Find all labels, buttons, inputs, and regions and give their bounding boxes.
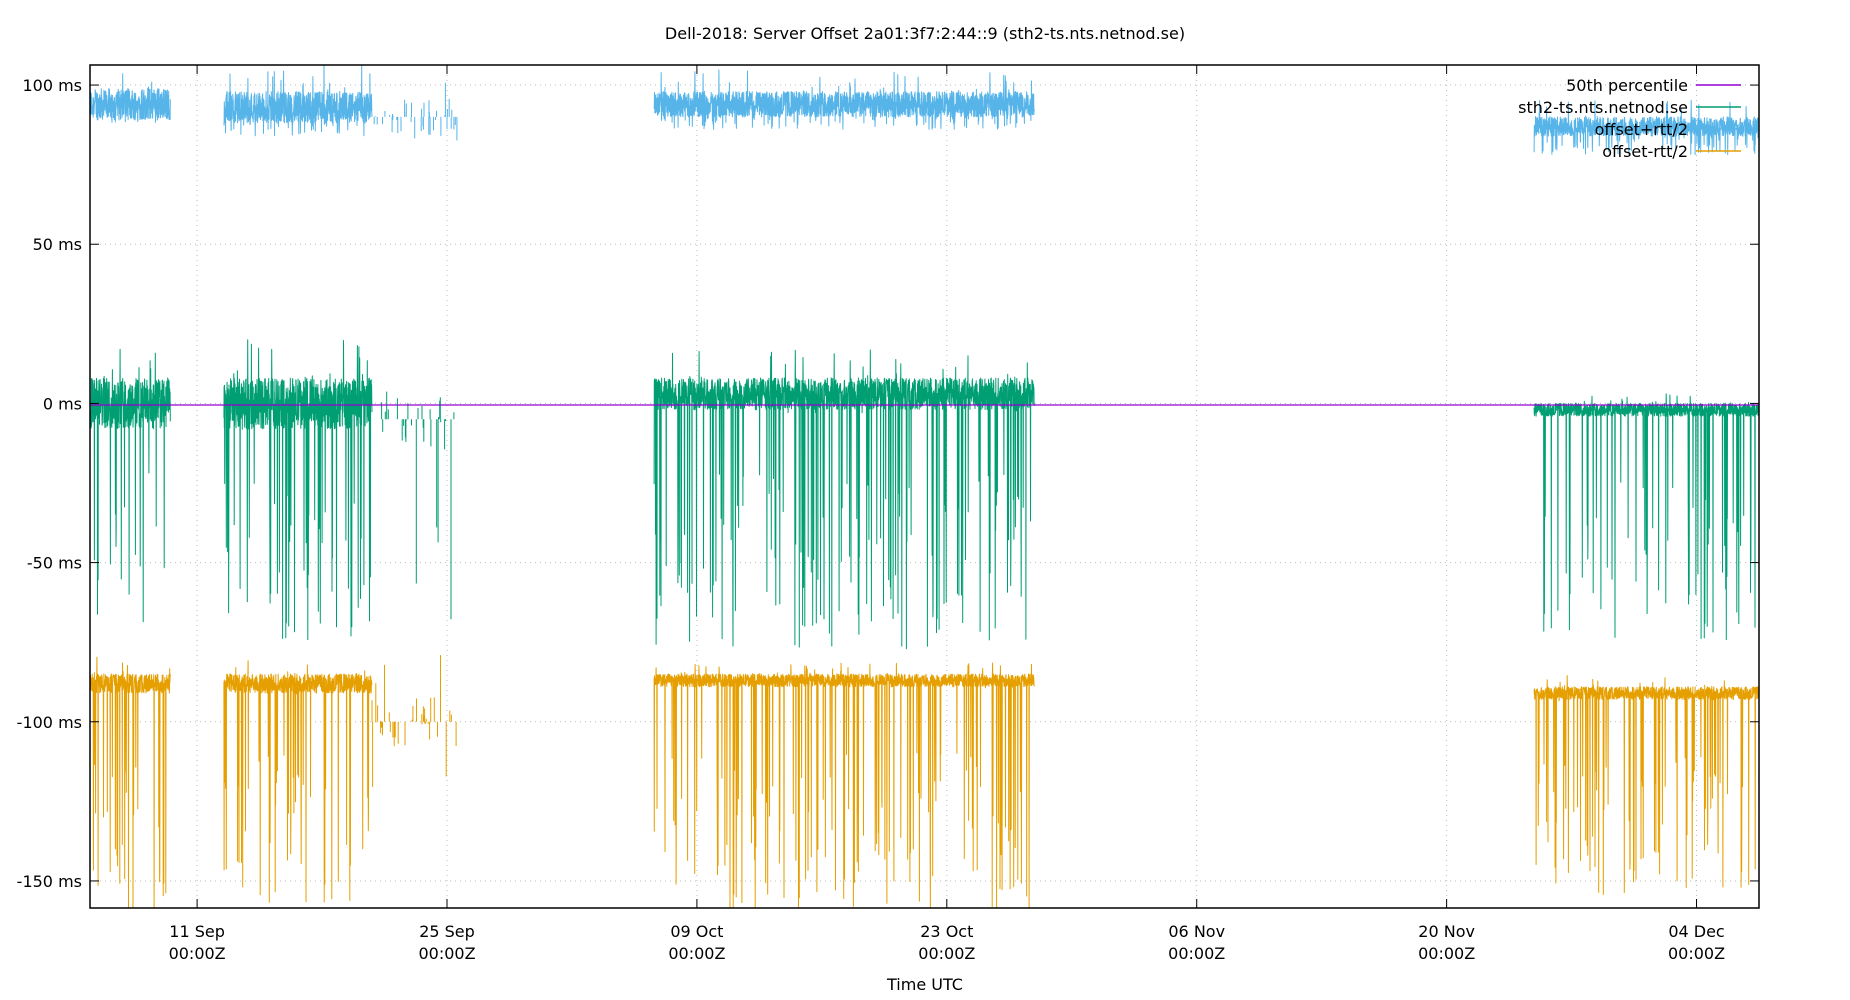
x-tick-label: 25 Sep: [419, 922, 475, 941]
series-segment: [373, 82, 458, 141]
axes: 100 ms 50 ms 0 ms -50 ms -100 ms -150 ms 11 Se…: [17, 65, 1759, 963]
series-segment: [89, 348, 171, 623]
x-tick-sublabel: 00:00Z: [169, 944, 226, 963]
series-layer: [89, 64, 1760, 909]
series-segment: [653, 69, 1035, 130]
x-tick-sublabel: 00:00Z: [1418, 944, 1475, 963]
x-tick-label: 09 Oct: [670, 922, 723, 941]
series-segment: [89, 73, 171, 123]
x-tick-label: 23 Oct: [920, 922, 973, 941]
legend: 50th percentile sth2-ts.nts.netnod.se offs…: [1518, 76, 1741, 161]
series-segment: [371, 655, 457, 787]
x-tick-label: 04 Dec: [1668, 922, 1724, 941]
x-tick-label: 06 Nov: [1168, 922, 1225, 941]
series-segment: [89, 656, 171, 909]
legend-label: offset-rtt/2: [1602, 142, 1688, 161]
x-tick-label: 20 Nov: [1418, 922, 1475, 941]
series-segment: [1533, 393, 1760, 641]
x-tick-label: 11 Sep: [169, 922, 225, 941]
series-segment: [1533, 675, 1760, 895]
chart-title: Dell-2018: Server Offset 2a01:3f7:2:44::…: [665, 24, 1185, 43]
x-tick-sublabel: 00:00Z: [418, 944, 475, 963]
x-tick-sublabel: 00:00Z: [1168, 944, 1225, 963]
y-tick-label: 100 ms: [22, 76, 82, 95]
series-segment: [1533, 99, 1760, 156]
x-tick-sublabel: 00:00Z: [1668, 944, 1725, 963]
legend-label: sth2-ts.nts.netnod.se: [1518, 98, 1688, 117]
legend-label: offset+rtt/2: [1595, 120, 1688, 139]
y-tick-label: -50 ms: [27, 554, 82, 573]
y-tick-label: 0 ms: [43, 394, 82, 413]
series-segment: [223, 660, 373, 903]
legend-label: 50th percentile: [1566, 76, 1688, 95]
series-segment: [653, 349, 1035, 650]
x-tick-sublabel: 00:00Z: [918, 944, 975, 963]
x-axis-label: Time UTC: [886, 975, 963, 994]
grid-lines: [90, 65, 1759, 908]
series-segment: [653, 662, 1035, 909]
series-segment: [223, 64, 373, 137]
x-tick-sublabel: 00:00Z: [668, 944, 725, 963]
plot-frame: [89, 64, 1760, 909]
y-tick-label: -150 ms: [17, 872, 82, 891]
y-tick-label: -100 ms: [17, 713, 82, 732]
series-segment: [223, 339, 373, 641]
series-segment: [381, 391, 455, 620]
y-tick-label: 50 ms: [33, 235, 82, 254]
